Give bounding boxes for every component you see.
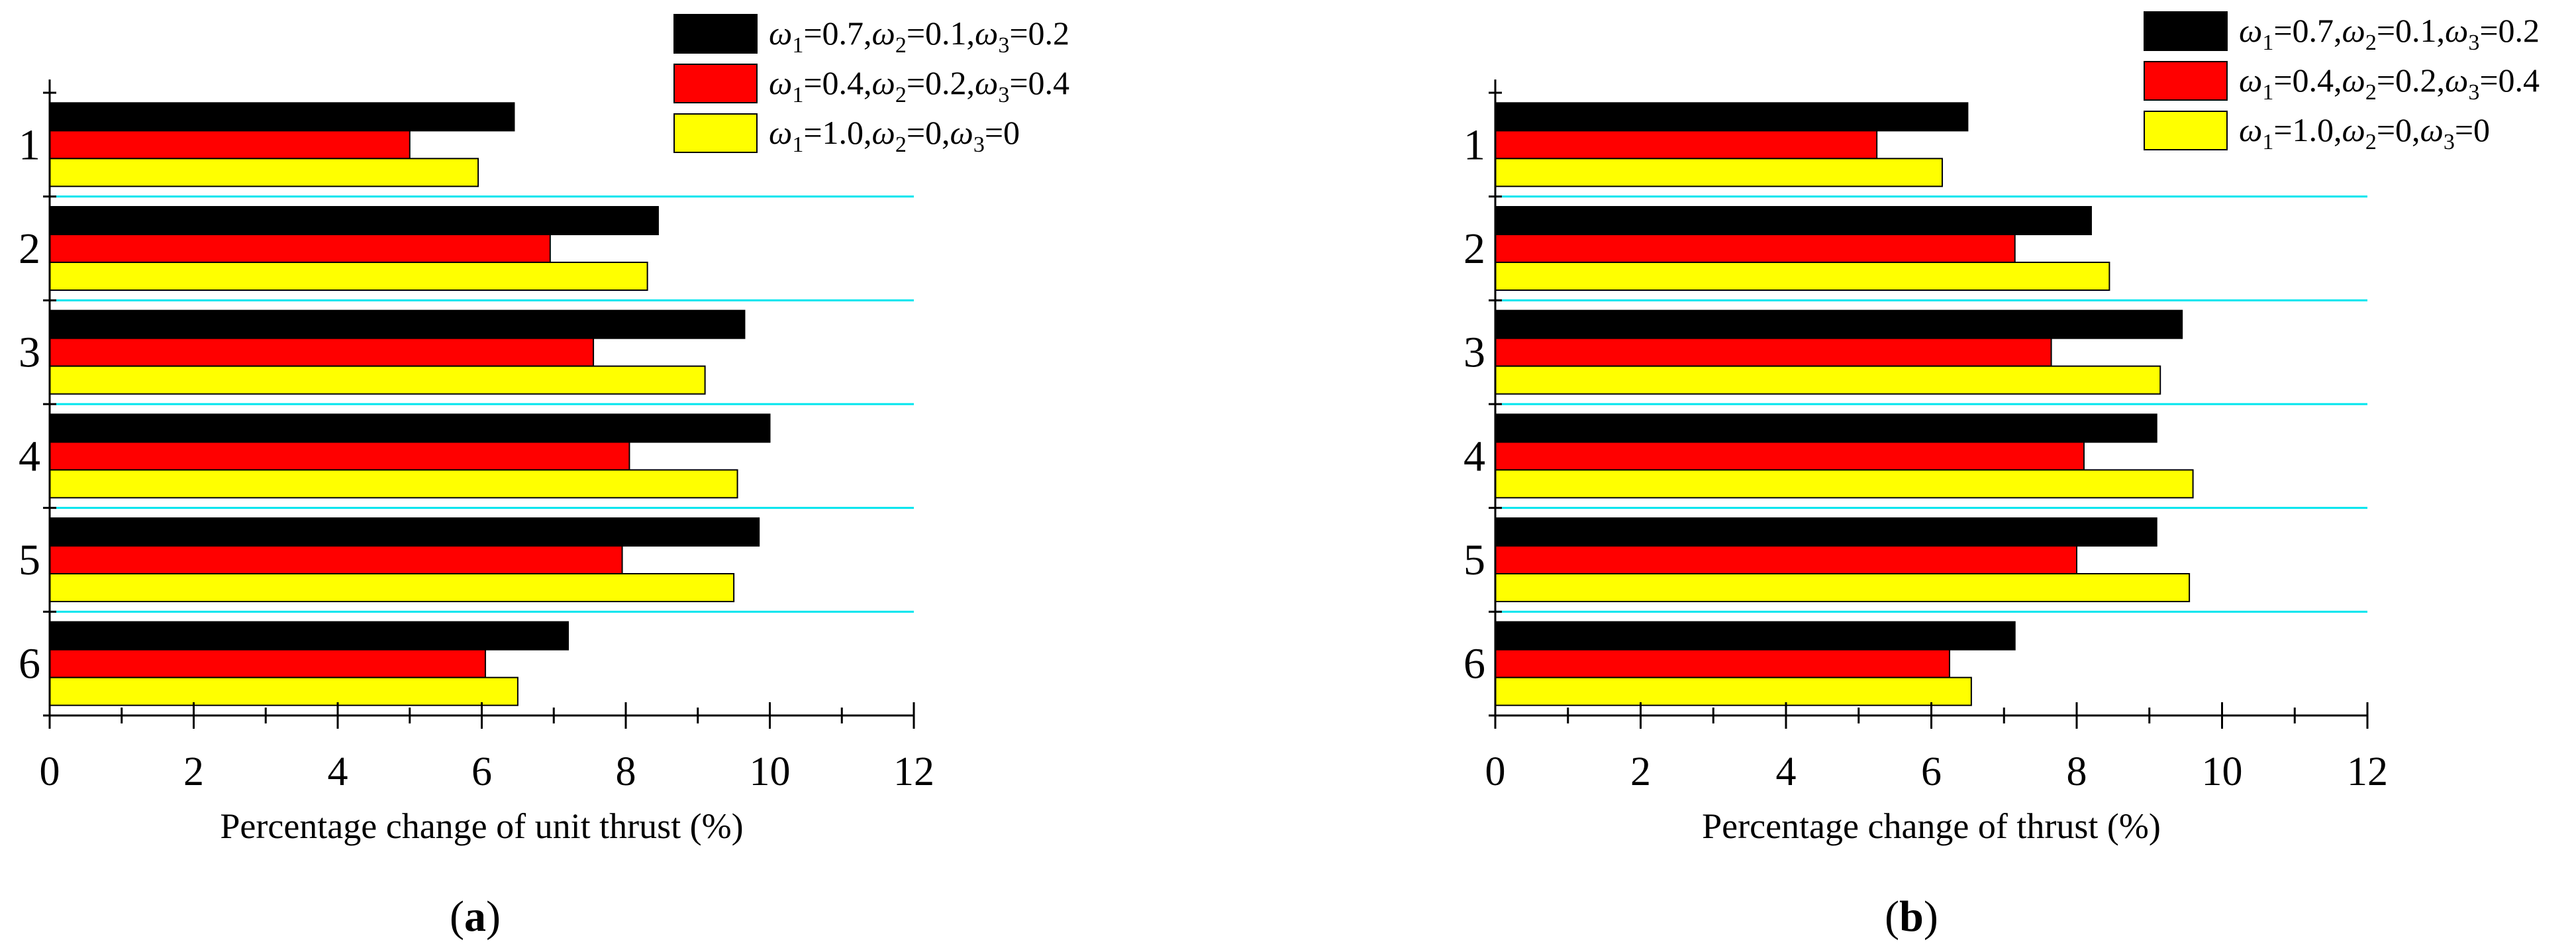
- x-axis-title: Percentage change of unit thrust (%): [220, 806, 743, 846]
- category-label: 4: [19, 432, 40, 480]
- category-label: 3: [1463, 329, 1485, 377]
- bar: [1495, 158, 1943, 187]
- x-tick-label: 12: [893, 749, 934, 794]
- category-label: 6: [19, 640, 40, 688]
- category-label: 2: [1463, 225, 1485, 273]
- legend: ω1=0.7,ω2=0.1,ω3=0.2 ω1=0.4,ω2=0.2,ω3=0.4…: [673, 14, 1069, 157]
- bar: [49, 545, 623, 574]
- bar: [49, 262, 648, 291]
- x-tick-label: 6: [1921, 749, 1942, 794]
- bar: [1495, 234, 2016, 263]
- bar: [1495, 441, 2085, 471]
- x-tick-label: 10: [750, 749, 791, 794]
- bar: [49, 676, 519, 706]
- bar: [49, 130, 411, 160]
- legend-entry: ω1=0.4,ω2=0.2,ω3=0.4: [2239, 62, 2540, 105]
- x-tick-label: 0: [40, 749, 60, 794]
- bar: [1495, 130, 1878, 160]
- bar: [49, 234, 551, 263]
- bar: [1495, 517, 2157, 547]
- legend-entry: ω1=0.7,ω2=0.1,ω3=0.2: [2239, 12, 2540, 55]
- bar: [49, 413, 771, 443]
- category-label: 1: [1463, 121, 1485, 169]
- legend-swatch: [673, 14, 758, 54]
- category-label: 2: [19, 225, 40, 273]
- x-tick-label: 0: [1485, 749, 1506, 794]
- panel-label: (a): [450, 892, 501, 941]
- legend-swatch: [673, 64, 758, 103]
- panel-label: (b): [1885, 892, 1938, 941]
- bar: [1495, 309, 2183, 339]
- x-tick-label: 10: [2202, 749, 2243, 794]
- bar: [49, 573, 735, 602]
- bar: [49, 621, 569, 651]
- bar: [1495, 649, 1950, 678]
- category-label: 5: [19, 536, 40, 584]
- category-label: 5: [1463, 536, 1485, 584]
- category-label: 6: [1463, 640, 1485, 688]
- bar: [1495, 545, 2077, 574]
- x-tick-label: 2: [183, 749, 204, 794]
- x-tick-label: 4: [1776, 749, 1797, 794]
- legend: ω1=0.7,ω2=0.1,ω3=0.2 ω1=0.4,ω2=0.2,ω3=0.4…: [2144, 11, 2540, 154]
- bar: [49, 365, 706, 395]
- category-label: 4: [1463, 432, 1485, 480]
- bar: [49, 102, 515, 132]
- legend-swatch: [2144, 111, 2228, 150]
- bar: [49, 469, 738, 499]
- x-tick-label: 6: [471, 749, 492, 794]
- bar: [49, 649, 486, 678]
- legend-entry: ω1=1.0,ω2=0,ω3=0: [2239, 111, 2490, 154]
- category-label: 3: [19, 329, 40, 377]
- bar: [49, 517, 760, 547]
- bar: [1495, 102, 1969, 132]
- x-tick-label: 8: [2067, 749, 2087, 794]
- bar: [1495, 676, 1972, 706]
- x-tick-label: 8: [616, 749, 636, 794]
- legend-entry: ω1=0.7,ω2=0.1,ω3=0.2: [769, 15, 1069, 58]
- bar: [1495, 365, 2161, 395]
- x-tick-label: 12: [2347, 749, 2388, 794]
- legend-entry: ω1=1.0,ω2=0,ω3=0: [769, 114, 1020, 157]
- x-axis-title: Percentage change of thrust (%): [1702, 806, 2161, 846]
- legend-swatch: [2144, 61, 2228, 101]
- bar: [1495, 573, 2191, 602]
- bar: [49, 206, 659, 235]
- legend-swatch: [2144, 11, 2228, 51]
- bar: [1495, 206, 2092, 235]
- bar: [49, 337, 595, 367]
- legend-entry: ω1=0.4,ω2=0.2,ω3=0.4: [769, 64, 1069, 107]
- bar: [49, 309, 746, 339]
- bar: [1495, 413, 2157, 443]
- x-tick-label: 2: [1630, 749, 1651, 794]
- bar: [1495, 262, 2110, 291]
- bar: [1495, 337, 2052, 367]
- bar: [49, 441, 630, 471]
- bar: [49, 158, 479, 187]
- x-tick-label: 4: [328, 749, 348, 794]
- bar: [1495, 621, 2016, 651]
- bar: [1495, 469, 2194, 499]
- category-label: 1: [19, 121, 40, 169]
- legend-swatch: [673, 113, 758, 153]
